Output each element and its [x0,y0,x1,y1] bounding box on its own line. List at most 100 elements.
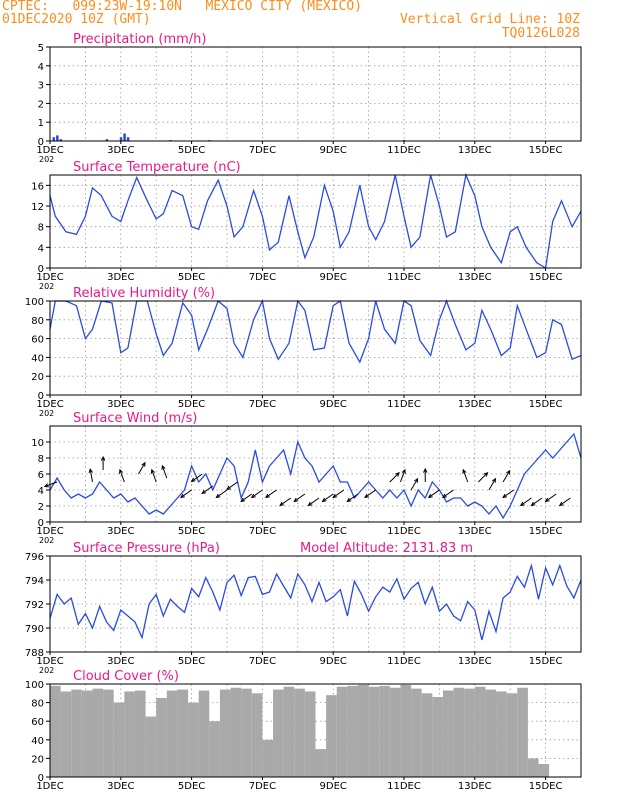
wind-arrow [502,489,515,499]
y-tick-label: 8 [38,223,44,234]
cloud-cover-bar [145,716,157,777]
x-tick-label: 9DEC [320,272,347,283]
cloud-cover-bar [113,702,125,777]
precipitation-bar [59,139,63,141]
cloud-cover-bar [81,690,93,777]
cloud-cover-bar [304,691,316,777]
cloud-cover-bar [283,686,295,777]
cloud-cover-bar [496,691,507,777]
panel-frame [49,555,582,653]
x-tick-label: 7DEC [249,272,276,283]
x-tick-label: 3DEC [107,272,134,283]
y-tick-label: 1 [38,118,44,129]
series-line [49,298,582,364]
cloud-cover-bar [411,688,422,777]
precipitation-bar [105,139,109,141]
y-tick-label: 2 [38,99,44,110]
x-year-label: 202 [39,666,54,675]
x-tick-label: 13DEC [458,781,492,792]
cloud-cover-bar [241,688,252,777]
y-tick-label: 792 [25,600,44,611]
wind-arrow [427,489,440,499]
x-tick-label: 11DEC [387,145,421,156]
cloud-cover-bar [198,690,210,777]
x-tick-label: 3DEC [107,781,134,792]
cloud-cover-bar [474,686,486,777]
cloud-cover-bar [92,688,104,777]
wind-arrow [293,493,306,503]
y-tick-label: 80 [31,699,44,710]
x-tick-label: 3DEC [107,145,134,156]
model-run-code: TQ0126L028 [501,26,580,41]
panel-title: Surface Pressure (hPa) [73,541,220,556]
model-altitude: Model Altitude: 2131.83 m [300,541,473,556]
cloud-cover-bar [464,688,475,777]
x-tick-label: 11DEC [387,272,421,283]
wind-arrow [215,489,228,499]
x-tick-label: 1DEC [36,781,63,792]
wind-arrow [240,493,253,503]
x-tick-label: 13DEC [458,145,492,156]
x-tick-label: 9DEC [320,781,347,792]
x-tick-label: 13DEC [458,526,492,537]
y-tick-label: 80 [31,316,44,327]
grid-line-note: Vertical Grid Line: 10Z [399,12,580,27]
x-tick-label: 3DEC [107,656,134,667]
y-tick-label: 100 [25,680,44,691]
x-tick-label: 9DEC [320,399,347,410]
y-tick-label: 4 [38,486,44,497]
cloud-cover-bar [124,691,135,777]
wind-arrow [399,468,406,483]
panel-frame [49,425,582,523]
run-datetime: 01DEC2020 10Z (GMT) [2,12,151,27]
x-tick-label: 15DEC [529,272,563,283]
x-tick-label: 7DEC [249,781,276,792]
cloud-cover-bar [326,695,337,777]
cloud-cover-bar [251,693,263,777]
series-line [49,172,582,270]
precipitation-bar [126,137,130,141]
wind-arrow [423,467,428,482]
cloud-cover-bar [273,689,284,777]
y-tick-label: 40 [31,353,44,364]
x-tick-label: 11DEC [387,526,421,537]
x-tick-label: 11DEC [387,399,421,410]
y-tick-label: 20 [31,754,44,765]
panel-title: Cloud Cover (%) [73,669,179,684]
wind-arrow [161,464,168,479]
cloud-cover-bar [368,686,380,777]
wind-arrow [441,489,454,499]
series-line [49,563,582,641]
cloud-cover-bar [315,749,327,777]
x-tick-label: 5DEC [178,656,205,667]
y-tick-label: 3 [38,81,44,92]
y-tick-label: 20 [31,372,44,383]
cloud-cover-bar [103,689,114,777]
x-tick-label: 1DEC [36,272,63,283]
y-tick-label: 40 [31,736,44,747]
wind-arrow [88,468,93,483]
wind-arrow [389,471,400,483]
cloud-cover-bar [50,685,61,777]
y-tick-label: 788 [25,648,44,659]
wind-arrow [138,461,146,475]
x-tick-label: 1DEC [36,145,63,156]
y-tick-label: 6 [38,470,44,481]
wind-arrow [180,489,192,499]
wind-arrow [346,493,359,503]
x-tick-label: 9DEC [320,526,347,537]
wind-arrow [307,497,320,507]
cloud-cover-bar [188,702,199,777]
cloud-cover-bar [357,684,369,777]
x-tick-label: 7DEC [249,656,276,667]
x-tick-label: 15DEC [529,526,563,537]
y-tick-label: 790 [25,624,44,635]
wind-arrow [410,477,419,491]
wind-arrow [502,469,511,483]
wind-arrow [201,485,214,495]
precipitation-bar [56,135,59,141]
x-tick-label: 15DEC [529,656,563,667]
series-line [49,432,582,520]
y-tick-label: 5 [38,43,44,54]
x-tick-label: 13DEC [458,656,492,667]
